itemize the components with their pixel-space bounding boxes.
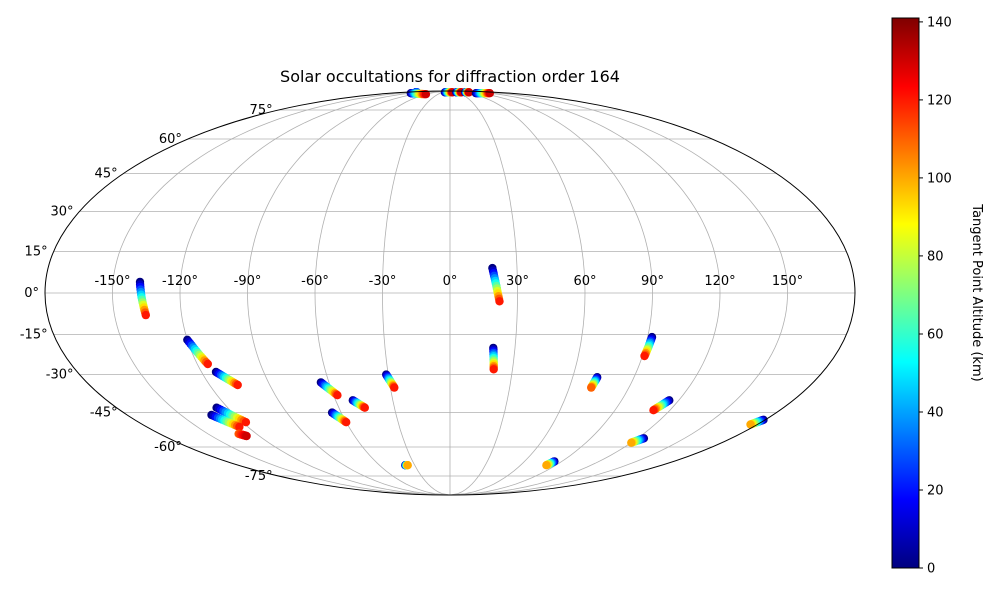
occultation-point [649, 406, 658, 415]
colorbar-tick-label: 100 [927, 171, 952, 186]
occultation-point [241, 418, 251, 427]
occultation-point [203, 359, 212, 369]
lat-tick-label: -30° [46, 368, 74, 383]
graticule [45, 90, 855, 496]
occultation-point [403, 461, 412, 470]
colorbar-tick-label: 0 [927, 562, 935, 577]
occultation-point [233, 380, 242, 390]
occultation-point [421, 90, 431, 99]
lat-tick-label: -45° [90, 406, 118, 421]
occultation-point [542, 461, 551, 470]
lat-tick-label: 45° [95, 166, 118, 181]
colorbar-tick-label: 120 [927, 93, 952, 108]
occultation-point [333, 391, 342, 400]
lat-tick-label: 0° [24, 286, 39, 301]
occultation-point [587, 383, 596, 392]
occultation-point [495, 297, 504, 306]
axis-tick-labels: -150° -120° -90° -60° -30° 0° 30° 60° 90° 120° 150… [20, 103, 803, 484]
lat-tick-label: 60° [159, 132, 182, 147]
colorbar-tick-label: 80 [927, 249, 944, 264]
colorbar: 0 20 40 60 80 100 120 140 Tangent Point Altitud… [891, 15, 984, 577]
lon-tick-label: -120° [162, 274, 198, 289]
chart-title: Solar occultations for diffraction order… [280, 67, 620, 86]
colorbar-tick-label: 20 [927, 484, 944, 499]
lon-tick-label: 150° [772, 274, 803, 289]
occultation-point [141, 310, 150, 320]
colorbar-tick-label: 40 [927, 406, 944, 421]
lat-tick-label: 15° [25, 245, 48, 260]
lon-tick-label: -150° [94, 274, 130, 289]
occultation-points [135, 88, 768, 470]
lon-tick-label: 0° [443, 274, 458, 289]
occultation-point [242, 431, 251, 441]
occultation-point [342, 418, 351, 427]
lon-tick-label: -30° [369, 274, 397, 289]
colorbar-ticks: 0 20 40 60 80 100 120 140 [919, 15, 952, 577]
lon-tick-label: 120° [704, 274, 735, 289]
colorbar-label: Tangent Point Altitude (km) [969, 203, 984, 381]
lon-tick-label: 90° [641, 274, 664, 289]
lat-tick-label: -15° [20, 327, 48, 342]
occultation-point [627, 438, 636, 447]
lon-tick-label: -90° [234, 274, 262, 289]
occultation-point [464, 88, 474, 97]
map-outline [44, 90, 856, 496]
lon-tick-label: -60° [301, 274, 329, 289]
occultation-point [235, 422, 244, 432]
occultation-point [390, 383, 399, 392]
lon-tick-label: 30° [506, 274, 529, 289]
occultation-point [485, 89, 494, 98]
lat-tick-label: -60° [154, 440, 182, 455]
colorbar-tick-label: 140 [927, 15, 952, 30]
lon-tick-label: 60° [573, 274, 596, 289]
lat-tick-label: 30° [50, 204, 73, 219]
colorbar-tick-label: 60 [927, 328, 944, 343]
occultation-point [360, 403, 369, 412]
lat-tick-label: 75° [250, 103, 273, 118]
occultation-point [746, 420, 755, 429]
occultation-point [640, 351, 649, 361]
colorbar-gradient [891, 17, 920, 569]
occultation-point [489, 365, 498, 374]
